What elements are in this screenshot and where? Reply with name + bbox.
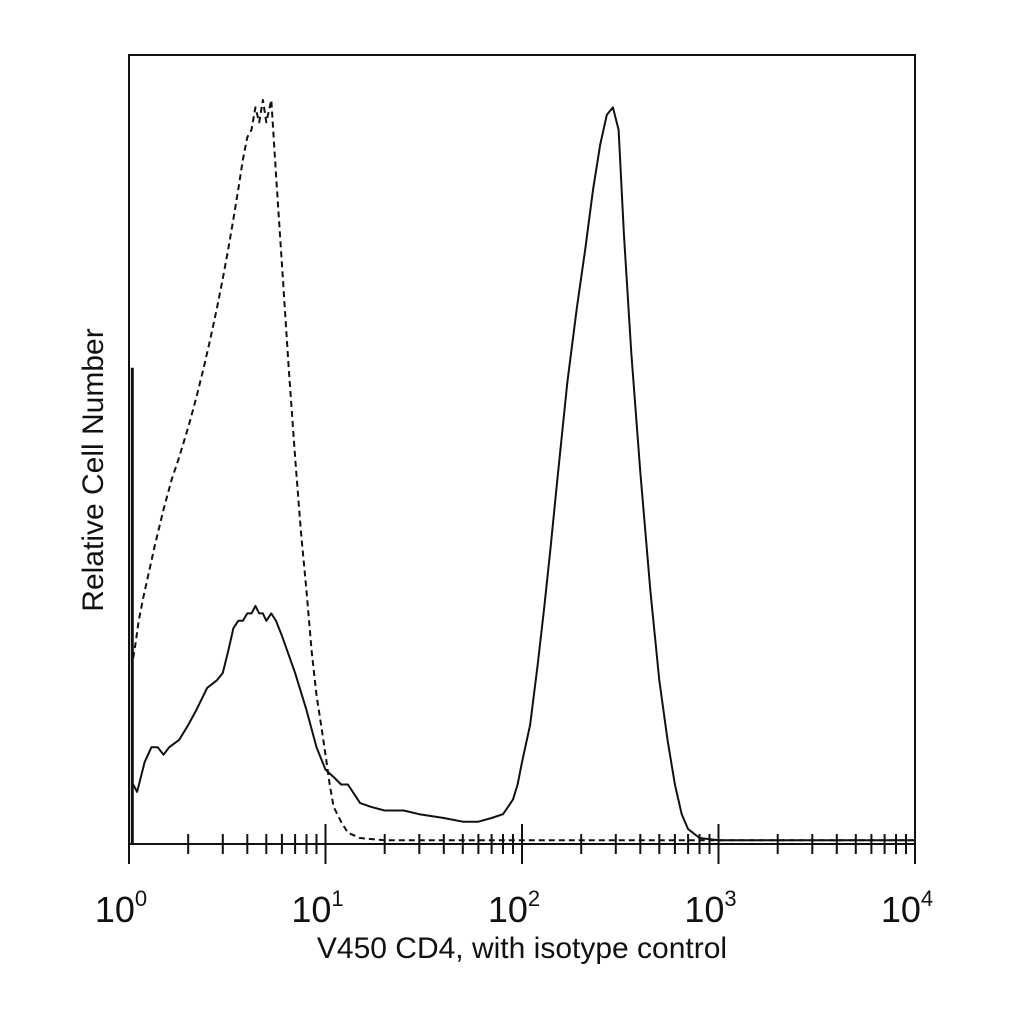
x-axis-ticks xyxy=(128,824,916,864)
x-axis-tick-labels: 100 101 102 103 104 xyxy=(95,886,933,930)
x-tick-label: 104 xyxy=(881,886,933,930)
plot-frame xyxy=(128,54,916,845)
x-tick-label: 103 xyxy=(684,886,736,930)
x-tick-label: 101 xyxy=(291,886,343,930)
series-line-1 xyxy=(132,99,915,842)
series-layer xyxy=(130,99,915,844)
x-axis-title: V450 CD4, with isotype control xyxy=(317,932,727,965)
y-axis-title: Relative Cell Number xyxy=(77,328,110,611)
x-tick-label: 102 xyxy=(488,886,540,930)
x-tick-label: 100 xyxy=(95,886,147,930)
series-line-2 xyxy=(132,106,915,842)
